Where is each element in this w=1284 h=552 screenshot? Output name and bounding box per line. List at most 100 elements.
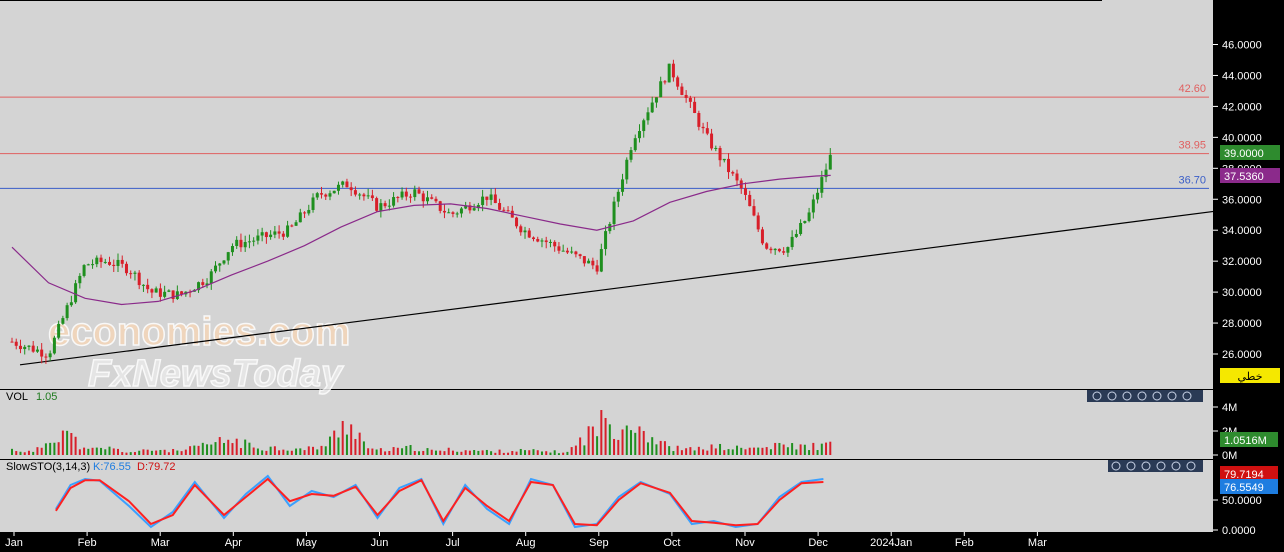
- candle-body: [468, 205, 472, 211]
- volume-bar: [511, 451, 514, 455]
- volume-bar: [659, 440, 662, 455]
- volume-panel-restore-icon[interactable]: [1107, 391, 1117, 401]
- candle-body: [286, 225, 290, 237]
- volume-bar: [574, 445, 577, 455]
- volume-bar: [757, 447, 760, 455]
- price-panel-bg[interactable]: [0, 0, 1213, 389]
- candle-body: [222, 260, 226, 264]
- candle-body: [239, 239, 243, 248]
- candle-body: [442, 210, 446, 213]
- volume-panel-arrow-up-icon[interactable]: [1137, 391, 1147, 401]
- candle-body: [52, 337, 56, 354]
- candle-body: [587, 260, 591, 264]
- candle-body: [281, 233, 285, 237]
- volume-panel-target-icon[interactable]: [1167, 391, 1177, 401]
- volume-panel-close-icon[interactable]: [1092, 391, 1102, 401]
- stochastic-d-line: [55, 477, 824, 527]
- candle-body: [752, 206, 756, 216]
- candle-body: [95, 257, 99, 265]
- stochastic-panel-arrow-up-icon[interactable]: [1141, 461, 1151, 471]
- volume-bar: [261, 450, 264, 455]
- price-axis-tick-label: 40.0000: [1222, 132, 1262, 144]
- volume-bar: [617, 439, 620, 455]
- volume-bar: [714, 448, 717, 455]
- stochastic-panel-toolbar: [1108, 460, 1203, 472]
- stochastic-panel-menu-icon[interactable]: [1186, 461, 1196, 471]
- stochastic-panel-bg[interactable]: [0, 460, 1213, 532]
- volume-bar: [345, 434, 348, 455]
- volume-bar: [761, 447, 764, 455]
- volume-bar: [625, 425, 628, 455]
- candle-body: [773, 248, 777, 251]
- candle-body: [574, 251, 578, 255]
- volume-bar: [553, 450, 556, 455]
- volume-axis-tick-label: 4M: [1222, 402, 1237, 414]
- candle-body: [565, 250, 569, 253]
- stochastic-panel-arrow-down-icon[interactable]: [1156, 461, 1166, 471]
- candle-body: [14, 341, 18, 346]
- candle-body: [748, 194, 752, 207]
- stochastic-panel-maximize-icon[interactable]: [1126, 461, 1136, 471]
- candle-body: [616, 191, 620, 202]
- candle-body: [553, 241, 557, 247]
- candle-body: [218, 263, 222, 266]
- horizontal-level-label: 42.60: [1178, 83, 1206, 95]
- volume-bar: [27, 450, 30, 455]
- volume-bar: [596, 436, 599, 455]
- price-axis-tick-label: 28.0000: [1222, 318, 1262, 330]
- candle-body: [680, 86, 684, 95]
- volume-bar: [430, 449, 433, 455]
- candle-body: [693, 101, 697, 113]
- candle-body: [345, 181, 349, 188]
- volume-panel-maximize-icon[interactable]: [1122, 391, 1132, 401]
- price-axis-tick-label: 26.0000: [1222, 349, 1262, 361]
- stochastic-panel-restore-icon[interactable]: [1111, 461, 1121, 471]
- volume-bar: [418, 451, 421, 455]
- volume-bar: [663, 441, 666, 455]
- volume-bar: [507, 452, 510, 455]
- volume-bar: [723, 450, 726, 455]
- candle-body: [400, 191, 404, 198]
- candle-body: [438, 201, 442, 211]
- volume-bar: [358, 432, 361, 455]
- volume-bar: [693, 450, 696, 455]
- candle-body: [197, 282, 201, 291]
- volume-bar: [536, 450, 539, 455]
- candle-body: [40, 349, 44, 357]
- candle-body: [247, 241, 251, 243]
- volume-bar: [104, 449, 107, 455]
- candle-body: [404, 191, 408, 197]
- volume-bar: [61, 430, 64, 455]
- candle-body: [294, 222, 298, 226]
- volume-bar: [413, 451, 416, 455]
- volume-bar: [328, 436, 331, 455]
- price-axis-tick-label: 32.0000: [1222, 256, 1262, 268]
- volume-bar: [184, 449, 187, 455]
- candle-body: [540, 240, 544, 242]
- volume-bar: [371, 448, 374, 455]
- candle-body: [523, 230, 527, 233]
- volume-bar: [808, 450, 811, 455]
- candle-body: [108, 261, 112, 265]
- volume-bar: [621, 429, 624, 455]
- candle-body: [417, 189, 421, 194]
- right-axis-bg: [1213, 0, 1284, 552]
- volume-bar: [570, 447, 573, 455]
- candle-body: [735, 173, 739, 181]
- candle-body: [502, 209, 506, 211]
- candle-body: [341, 181, 345, 185]
- volume-panel-arrow-down-icon[interactable]: [1152, 391, 1162, 401]
- volume-bar: [354, 438, 357, 455]
- price-layer: 42.60 38.95 36.70: [0, 59, 1284, 366]
- candle-body: [570, 251, 574, 253]
- candle-body: [760, 229, 764, 244]
- volume-panel-menu-icon[interactable]: [1182, 391, 1192, 401]
- candle-body: [451, 212, 455, 214]
- stochastic-tag-label: 76.5549: [1224, 482, 1264, 494]
- volume-bar: [786, 447, 789, 455]
- stochastic-panel-target-icon[interactable]: [1171, 461, 1181, 471]
- candle-body: [116, 259, 120, 267]
- candle-body: [18, 345, 22, 350]
- volume-bar: [769, 449, 772, 455]
